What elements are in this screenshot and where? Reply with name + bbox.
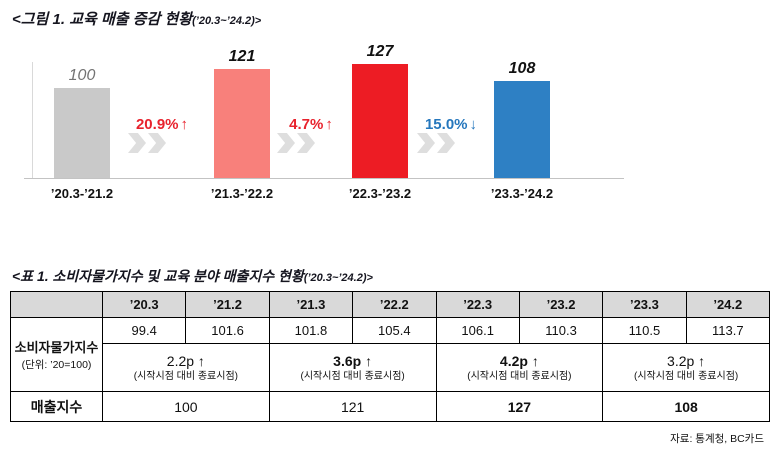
table-header-row: ’20.3 ’21.2 ’21.3 ’22.2 ’22.3 ’23.2 ’23.… xyxy=(10,291,771,318)
up-arrow-icon: ↑ xyxy=(325,116,333,133)
table-title: <표 1. 소비자물가지수 및 교육 분야 매출지수 현황(’20.3~’24.… xyxy=(12,266,373,286)
chevron-right-icon xyxy=(437,133,455,153)
bar-group: 100 xyxy=(7,67,157,178)
cpi-delta-cell: 2.2p ↑ (시작시점 대비 종료시점) xyxy=(102,343,270,392)
figure-title-period: (’20.3~’24.2)> xyxy=(192,15,262,27)
cpi-delta-row: 2.2p ↑ (시작시점 대비 종료시점) 3.6p ↑ (시작시점 대비 종료… xyxy=(11,343,770,392)
change-percent: 15.0% xyxy=(424,116,468,133)
cpi-row-label-cell: 소비자물가지수 (단위: ’20=100) xyxy=(10,317,103,392)
cpi-value: 105.4 xyxy=(352,317,437,344)
cpi-delta-cell: 4.2p ↑ (시작시점 대비 종료시점) xyxy=(435,343,604,392)
x-axis-label: ’23.3-’24.2 xyxy=(490,186,554,201)
column-header: ’22.3 xyxy=(435,291,520,318)
cpi-delta-value: 3.2p ↑ xyxy=(667,353,706,369)
column-header: ’23.3 xyxy=(602,291,687,318)
chevron-right-icon xyxy=(417,133,435,153)
bar-group: 127 xyxy=(305,43,455,178)
change-annotation: 4.7% ↑ xyxy=(261,116,361,153)
change-percent: 4.7% xyxy=(289,116,324,133)
down-arrow-icon: ↓ xyxy=(469,116,478,133)
bar xyxy=(494,81,550,178)
x-axis-label: ’20.3-’21.2 xyxy=(50,186,114,201)
figure-title-text: <그림 1. 교육 매출 증감 현황 xyxy=(12,11,193,28)
cpi-value: 113.7 xyxy=(685,317,771,344)
cpi-delta-value: 2.2p ↑ xyxy=(166,353,205,369)
x-axis-baseline xyxy=(24,178,624,179)
bar-value-label: 121 xyxy=(228,48,256,65)
cpi-label: 소비자물가지수 xyxy=(14,340,99,355)
bar-group: 108 xyxy=(447,60,597,178)
cpi-delta-value: 3.6p ↑ xyxy=(333,353,373,369)
cpi-value: 101.8 xyxy=(268,317,354,344)
table-corner-cell xyxy=(10,291,103,318)
column-header: ’21.3 xyxy=(268,291,354,318)
chevron-right-icon xyxy=(297,133,315,153)
cpi-delta-cell: 3.6p ↑ (시작시점 대비 종료시점) xyxy=(268,343,437,392)
table-title-period: (’20.3~’24.2)> xyxy=(303,272,373,284)
cpi-delta-cell: 3.2p ↑ (시작시점 대비 종료시점) xyxy=(602,343,770,392)
column-header: ’23.2 xyxy=(518,291,604,318)
change-text: 15.0% ↓ xyxy=(425,116,477,133)
change-text: 20.9% ↑ xyxy=(136,116,188,133)
cpi-value: 106.1 xyxy=(435,317,520,344)
column-header: ’21.2 xyxy=(185,291,270,318)
sales-index-row: 매출지수 100 121 127 108 xyxy=(10,391,770,422)
bar-value-label: 100 xyxy=(68,67,96,84)
sales-value: 108 xyxy=(602,391,770,422)
bar-group: 121 xyxy=(167,48,317,178)
change-annotation: 15.0% ↓ xyxy=(401,116,501,153)
sales-value: 127 xyxy=(435,391,604,422)
cpi-unit: (단위: ’20=100) xyxy=(21,359,92,371)
bar-chart: 100 121 127 108 ’20.3-’21.2 ’21.3-’22.2 … xyxy=(10,34,640,234)
change-percent: 20.9% xyxy=(135,116,179,133)
figure-title: <그림 1. 교육 매출 증감 현황(’20.3~’24.2)> xyxy=(12,8,261,29)
bar xyxy=(214,69,270,178)
cpi-sales-table: ’20.3 ’21.2 ’21.3 ’22.2 ’22.3 ’23.2 ’23.… xyxy=(10,291,771,422)
x-axis-label: ’21.3-’22.2 xyxy=(210,186,274,201)
x-axis-label: ’22.3-’23.2 xyxy=(348,186,412,201)
sales-value: 100 xyxy=(102,391,270,422)
change-text: 4.7% ↑ xyxy=(289,116,333,133)
table-title-text: <표 1. 소비자물가지수 및 교육 분야 매출지수 현황 xyxy=(12,268,304,284)
bar xyxy=(352,64,408,178)
chevron-right-icon xyxy=(128,133,146,153)
bar-value-label: 108 xyxy=(508,60,536,77)
bar xyxy=(54,88,110,178)
cpi-value: 99.4 xyxy=(101,317,187,344)
change-annotation: 20.9% ↑ xyxy=(112,116,212,153)
chevron-right-icon xyxy=(148,133,166,153)
cpi-value: 110.5 xyxy=(602,317,687,344)
cpi-delta-note: (시작시점 대비 종료시점) xyxy=(467,371,572,382)
bar-value-label: 127 xyxy=(366,43,394,60)
cpi-value: 110.3 xyxy=(518,317,604,344)
column-header: ’22.2 xyxy=(352,291,437,318)
column-header: ’20.3 xyxy=(101,291,187,318)
cpi-delta-note: (시작시점 대비 종료시점) xyxy=(300,371,405,382)
up-arrow-icon: ↑ xyxy=(180,116,189,133)
cpi-value: 101.6 xyxy=(185,317,270,344)
sales-value: 121 xyxy=(268,391,437,422)
cpi-values-row: 소비자물가지수 (단위: ’20=100) 99.4 101.6 101.8 1… xyxy=(10,317,771,392)
y-axis-line xyxy=(32,62,33,179)
chevron-right-icon xyxy=(277,133,295,153)
sales-row-label: 매출지수 xyxy=(10,391,103,422)
cpi-delta-note: (시작시점 대비 종료시점) xyxy=(634,371,739,382)
source-note: 자료: 통계청, BC카드 xyxy=(670,433,764,445)
cpi-delta-note: (시작시점 대비 종료시점) xyxy=(133,371,238,382)
column-header: ’24.2 xyxy=(685,291,771,318)
cpi-delta-value: 4.2p ↑ xyxy=(499,353,539,369)
